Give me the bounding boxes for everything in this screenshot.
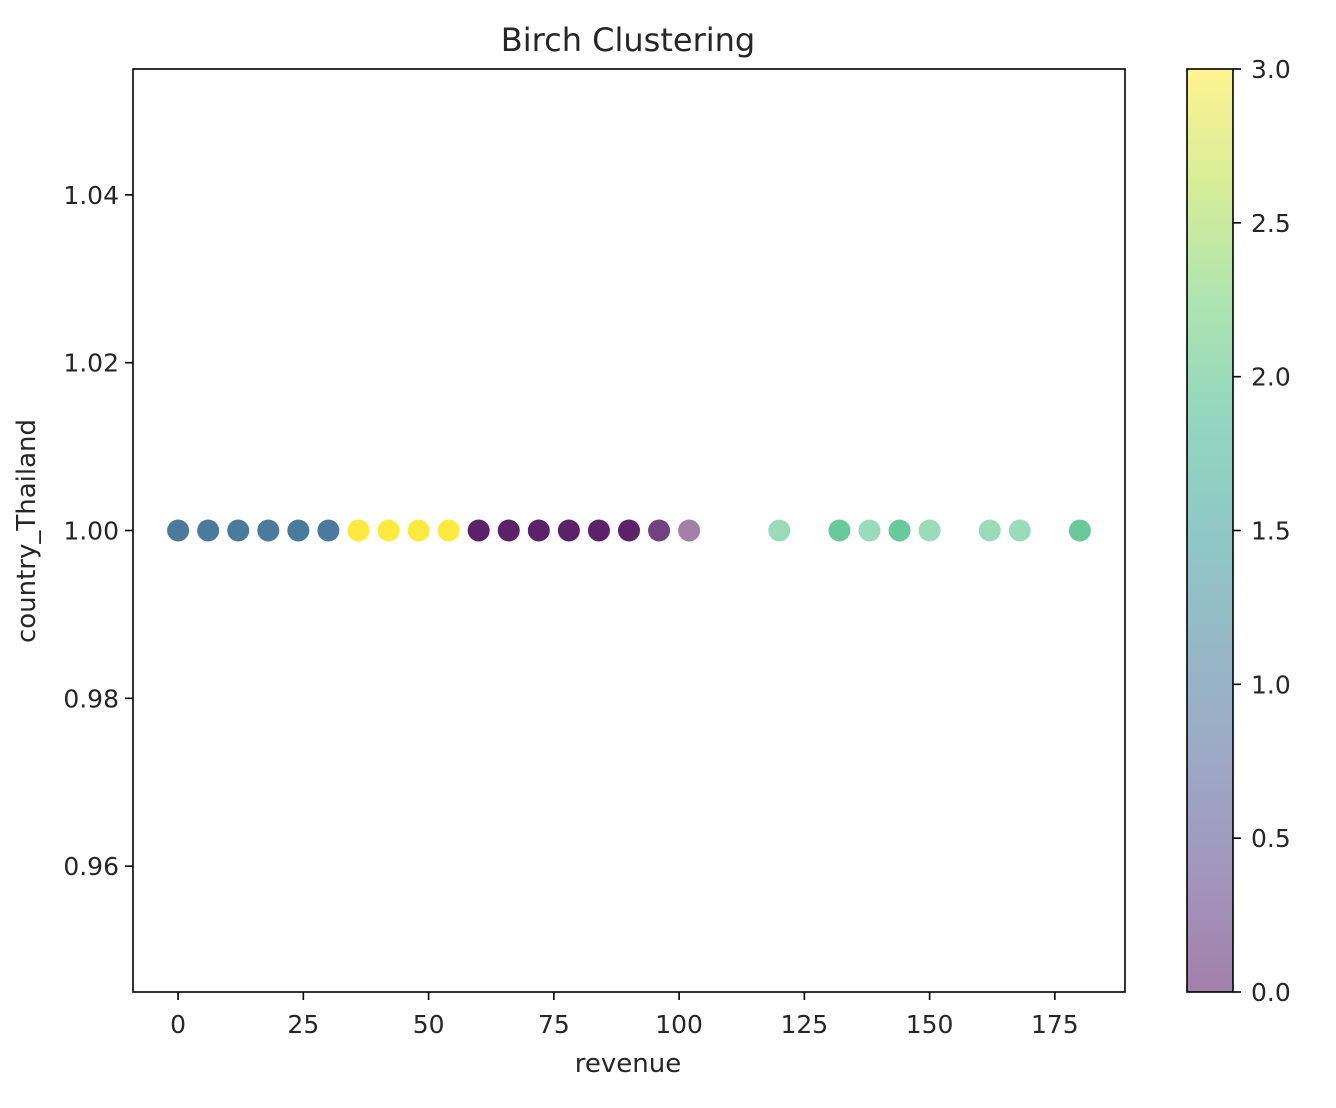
scatter-point xyxy=(888,519,911,542)
scatter-point xyxy=(377,519,400,542)
scatter-point xyxy=(587,519,610,542)
colorbar-tick-label: 2.5 xyxy=(1251,209,1291,238)
scatter-point xyxy=(317,519,340,542)
y-tick-label: 1.04 xyxy=(63,181,119,210)
x-axis-label: revenue xyxy=(575,1049,681,1079)
x-tick-label: 0 xyxy=(170,1010,186,1039)
scatter-point xyxy=(918,519,941,542)
scatter-point xyxy=(467,519,490,542)
scatter-point xyxy=(1068,519,1091,542)
y-tick-label: 1.00 xyxy=(63,517,119,546)
scatter-point xyxy=(978,519,1001,542)
colorbar-tick-label: 0.0 xyxy=(1251,978,1291,1007)
colorbar-gradient xyxy=(1187,69,1233,992)
colorbar: 0.0 0.5 1.0 1.5 2.0 2.5 3.0 xyxy=(1186,55,1291,1007)
y-axis: 0.96 0.98 1.00 1.02 1.04 xyxy=(63,181,133,881)
x-tick-label: 75 xyxy=(538,1010,570,1039)
scatter-point xyxy=(257,519,280,542)
chart-title: Birch Clustering xyxy=(501,21,755,59)
x-tick-label: 25 xyxy=(287,1010,319,1039)
scatter-point xyxy=(407,519,430,542)
y-tick-label: 0.96 xyxy=(63,852,119,881)
y-tick-label: 0.98 xyxy=(63,684,119,713)
scatter-point xyxy=(678,519,701,542)
x-axis: 0 25 50 75 100 125 150 175 xyxy=(170,992,1079,1039)
x-tick-label: 100 xyxy=(655,1010,703,1039)
scatter-point xyxy=(768,519,791,542)
scatter-point xyxy=(618,519,640,542)
y-axis-label: country_Thailand xyxy=(12,419,42,643)
scatter-points xyxy=(167,519,1091,542)
scatter-point xyxy=(527,519,550,542)
scatter-point xyxy=(287,519,310,542)
colorbar-tick-label: 1.5 xyxy=(1251,517,1291,546)
colorbar-tick-label: 0.5 xyxy=(1251,824,1291,853)
scatter-point xyxy=(858,519,881,542)
x-tick-label: 150 xyxy=(906,1010,954,1039)
scatter-point xyxy=(497,519,520,542)
scatter-point xyxy=(197,519,220,542)
scatter-point xyxy=(828,519,851,542)
x-tick-label: 125 xyxy=(780,1010,828,1039)
x-tick-label: 50 xyxy=(413,1010,445,1039)
colorbar-tick-label: 2.0 xyxy=(1251,363,1291,392)
plot-area xyxy=(132,68,1126,993)
y-tick-label: 1.02 xyxy=(63,349,119,378)
scatter-point xyxy=(648,519,671,542)
scatter-point xyxy=(347,519,370,542)
scatter-point xyxy=(557,519,580,542)
x-tick-label: 175 xyxy=(1031,1010,1079,1039)
scatter-point xyxy=(227,519,250,542)
scatter-point xyxy=(167,519,190,542)
scatter-point xyxy=(1008,519,1031,542)
scatter-point xyxy=(437,519,460,542)
colorbar-tick-label: 3.0 xyxy=(1251,55,1291,84)
colorbar-tick-label: 1.0 xyxy=(1251,670,1291,699)
colorbar-ticks: 0.0 0.5 1.0 1.5 2.0 2.5 3.0 xyxy=(1233,55,1291,1007)
